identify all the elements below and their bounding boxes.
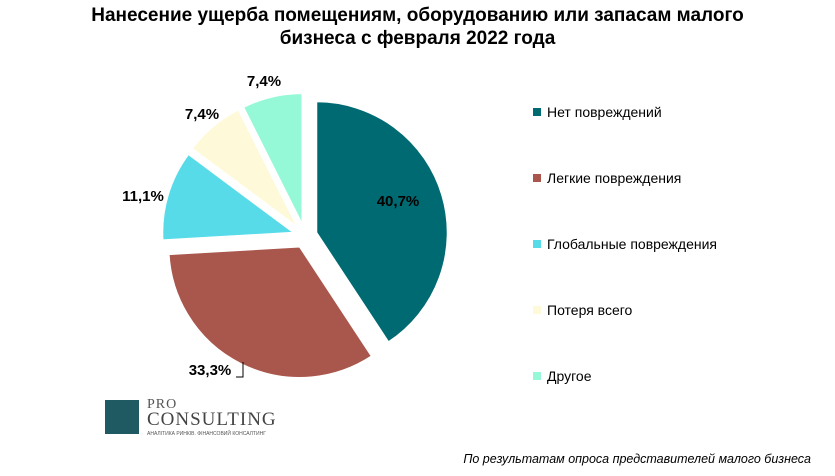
logo-mark-icon [105,400,139,434]
legend-swatch-icon [533,372,541,380]
pie-data-label-5: 7,4% [247,73,281,90]
pie-slice-2 [168,245,373,379]
pie-slice-4 [191,108,298,228]
logo-text-top: PRO [147,397,178,412]
legend-label: Нет повреждений [547,104,662,120]
pie-slices [161,92,449,379]
pie-slice-1 [315,100,449,344]
legend-item: Глобальные повреждения [533,234,717,254]
legend-item: Легкие повреждения [533,168,681,188]
logo-text-main: CONSULTING [147,409,277,430]
legend-swatch-icon [533,108,541,116]
logo-tagline: АНАЛІТИКА РИНКІВ. ФІНАНСОВИЙ КОНСАЛТИНГ [147,431,266,437]
legend-label: Другое [547,368,592,384]
legend-label: Потеря всего [547,302,633,318]
pie-data-label-1: 40,7% [377,193,420,210]
pie-data-label-3: 11,1% [122,188,164,205]
chart-title-line-2: бизнеса с февраля 2022 года [279,28,556,49]
legend-label: Легкие повреждения [547,170,682,186]
legend-item: Потеря всего [533,300,632,320]
pie-slice-3 [161,153,296,241]
chart-title: Нанесение ущерба помещениям, оборудовани… [0,4,835,50]
company-logo: PRO CONSULTING АНАЛІТИКА РИНКІВ. ФІНАНСО… [105,397,295,442]
pie-slice-5 [242,92,303,225]
chart-title-line-1: Нанесение ущерба помещениям, оборудовани… [91,5,744,26]
legend-label: Глобальные повреждения [547,236,717,252]
legend-swatch-icon [533,240,541,248]
pie-data-labels: 40,7% 33,3% 11,1% 7,4% 7,4% [122,73,419,379]
pie-data-label-2: 33,3% [189,362,232,379]
pie-data-label-4: 7,4% [185,106,219,123]
label-leader-line [236,362,244,378]
source-note: По результатам опроса представителей мал… [463,452,811,466]
legend-swatch-icon [533,306,541,314]
legend-swatch-icon [533,174,541,182]
legend-item: Другое [533,366,591,386]
legend-item: Нет повреждений [533,102,662,122]
